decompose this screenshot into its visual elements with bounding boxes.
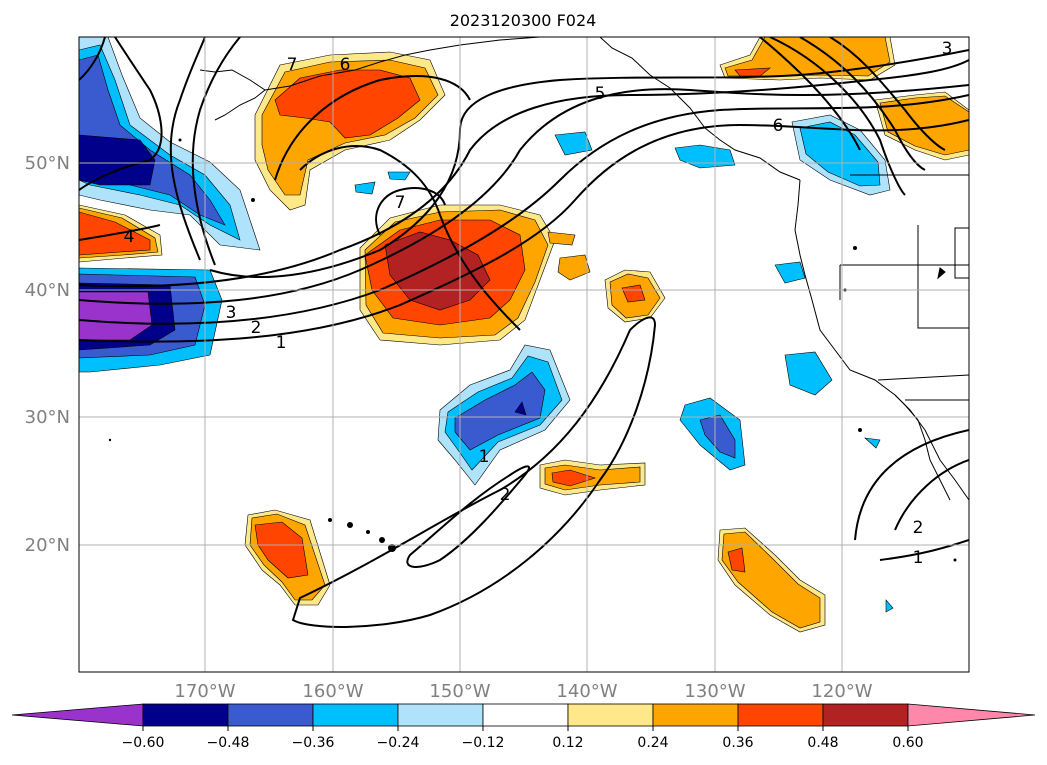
colorbar-tick-label: −0.12 — [462, 735, 505, 751]
contour-label: 2 — [251, 318, 262, 338]
colorbar-segment — [397, 703, 484, 727]
contour-label: 7 — [395, 193, 406, 213]
contour-label: 5 — [595, 84, 606, 104]
contour-line — [291, 316, 657, 628]
lon-label-140w: 140°W — [556, 681, 617, 702]
colorbar-tick-label: 0.36 — [722, 735, 753, 751]
contour-labels: 7 6 5 6 4 3 2 1 7 1 2 2 1 3 — [124, 39, 953, 568]
colorbar-tick-label: 0.12 — [552, 735, 583, 751]
shading-layer — [79, 37, 969, 633]
lon-label-130w: 130°W — [684, 681, 745, 702]
lon-label-160w: 160°W — [302, 681, 363, 702]
colorbar-tick-label: −0.48 — [207, 735, 250, 751]
contour-line — [274, 75, 471, 181]
colorbar-segment — [652, 703, 739, 727]
colorbar: −0.60 −0.48 −0.36 −0.24 −0.12 0.12 0.24 0.36 0.4… — [11, 703, 1036, 751]
contour-line — [169, 37, 206, 261]
contour-label: 2 — [500, 485, 511, 505]
lat-label-20n: 20°N — [25, 535, 70, 556]
map-frame — [78, 36, 970, 673]
contour-line — [894, 459, 969, 531]
contour-line — [191, 37, 241, 266]
contour-label: 2 — [913, 518, 924, 538]
contour-label: 1 — [479, 447, 490, 467]
contour-label: 4 — [124, 227, 135, 247]
contour-line — [79, 119, 969, 343]
lat-label-30n: 30°N — [25, 407, 70, 428]
colorbar-tick-label: 0.24 — [637, 735, 668, 751]
lat-label-50n: 50°N — [25, 153, 70, 174]
colorbar-segment — [227, 703, 314, 727]
map-title: 2023120300 F024 — [450, 11, 597, 30]
colorbar-extend-high — [907, 703, 1036, 727]
colorbar-ticks: −0.60 −0.48 −0.36 −0.24 −0.12 0.12 0.24 0.36 0.4… — [122, 726, 924, 751]
negative-anomaly-35n-125w — [784, 351, 833, 396]
coastline-layer — [199, 37, 969, 501]
contour-label: 3 — [942, 39, 953, 59]
contour-line — [854, 429, 969, 541]
colorbar-tick-label: 0.48 — [807, 735, 838, 751]
contour-line — [829, 37, 946, 151]
contour-line — [79, 59, 969, 288]
contour-line — [79, 37, 163, 191]
contour-layer — [79, 37, 969, 628]
contour-line — [759, 37, 861, 151]
lat-label-40n: 40°N — [25, 280, 70, 301]
contour-label: 3 — [226, 303, 237, 323]
colorbar-tick-label: −0.60 — [122, 735, 165, 751]
contour-line — [879, 539, 969, 561]
contour-label: 1 — [276, 333, 287, 353]
contour-line — [375, 187, 446, 236]
contour-line — [406, 465, 530, 568]
lon-label-170w: 170°W — [174, 681, 235, 702]
colorbar-segment — [567, 703, 654, 727]
colorbar-segment — [737, 703, 824, 727]
longitude-labels: 170°W 160°W 150°W 140°W 130°W 120°W — [174, 681, 872, 702]
colorbar-segment — [482, 703, 569, 727]
contour-line — [79, 84, 969, 305]
graticule — [79, 37, 969, 672]
colorbar-extend-low — [11, 703, 144, 727]
contour-line — [79, 37, 106, 81]
contour-line — [79, 224, 161, 241]
colorbar-tick-label: −0.24 — [377, 735, 420, 751]
contour-line — [799, 37, 926, 171]
colorbar-tick-label: −0.36 — [292, 735, 335, 751]
lon-label-150w: 150°W — [429, 681, 490, 702]
latitude-labels: 50°N 40°N 30°N 20°N — [25, 153, 70, 556]
contour-label: 6 — [773, 116, 784, 136]
contour-label: 7 — [287, 55, 298, 75]
colorbar-segment — [312, 703, 399, 727]
contour-label: 6 — [340, 55, 351, 75]
colorbar-segment — [142, 703, 229, 727]
contour-line — [79, 94, 969, 325]
contour-line — [209, 49, 969, 278]
colorbar-segments — [11, 703, 1036, 727]
colorbar-tick-label: 0.60 — [892, 735, 923, 751]
map-area: 7 6 5 6 4 3 2 1 7 1 2 2 1 3 — [79, 37, 969, 672]
contour-line — [299, 145, 521, 331]
contour-line — [769, 37, 906, 196]
contour-label: 1 — [913, 548, 924, 568]
lon-label-120w: 120°W — [811, 681, 872, 702]
colorbar-segment — [822, 703, 909, 727]
